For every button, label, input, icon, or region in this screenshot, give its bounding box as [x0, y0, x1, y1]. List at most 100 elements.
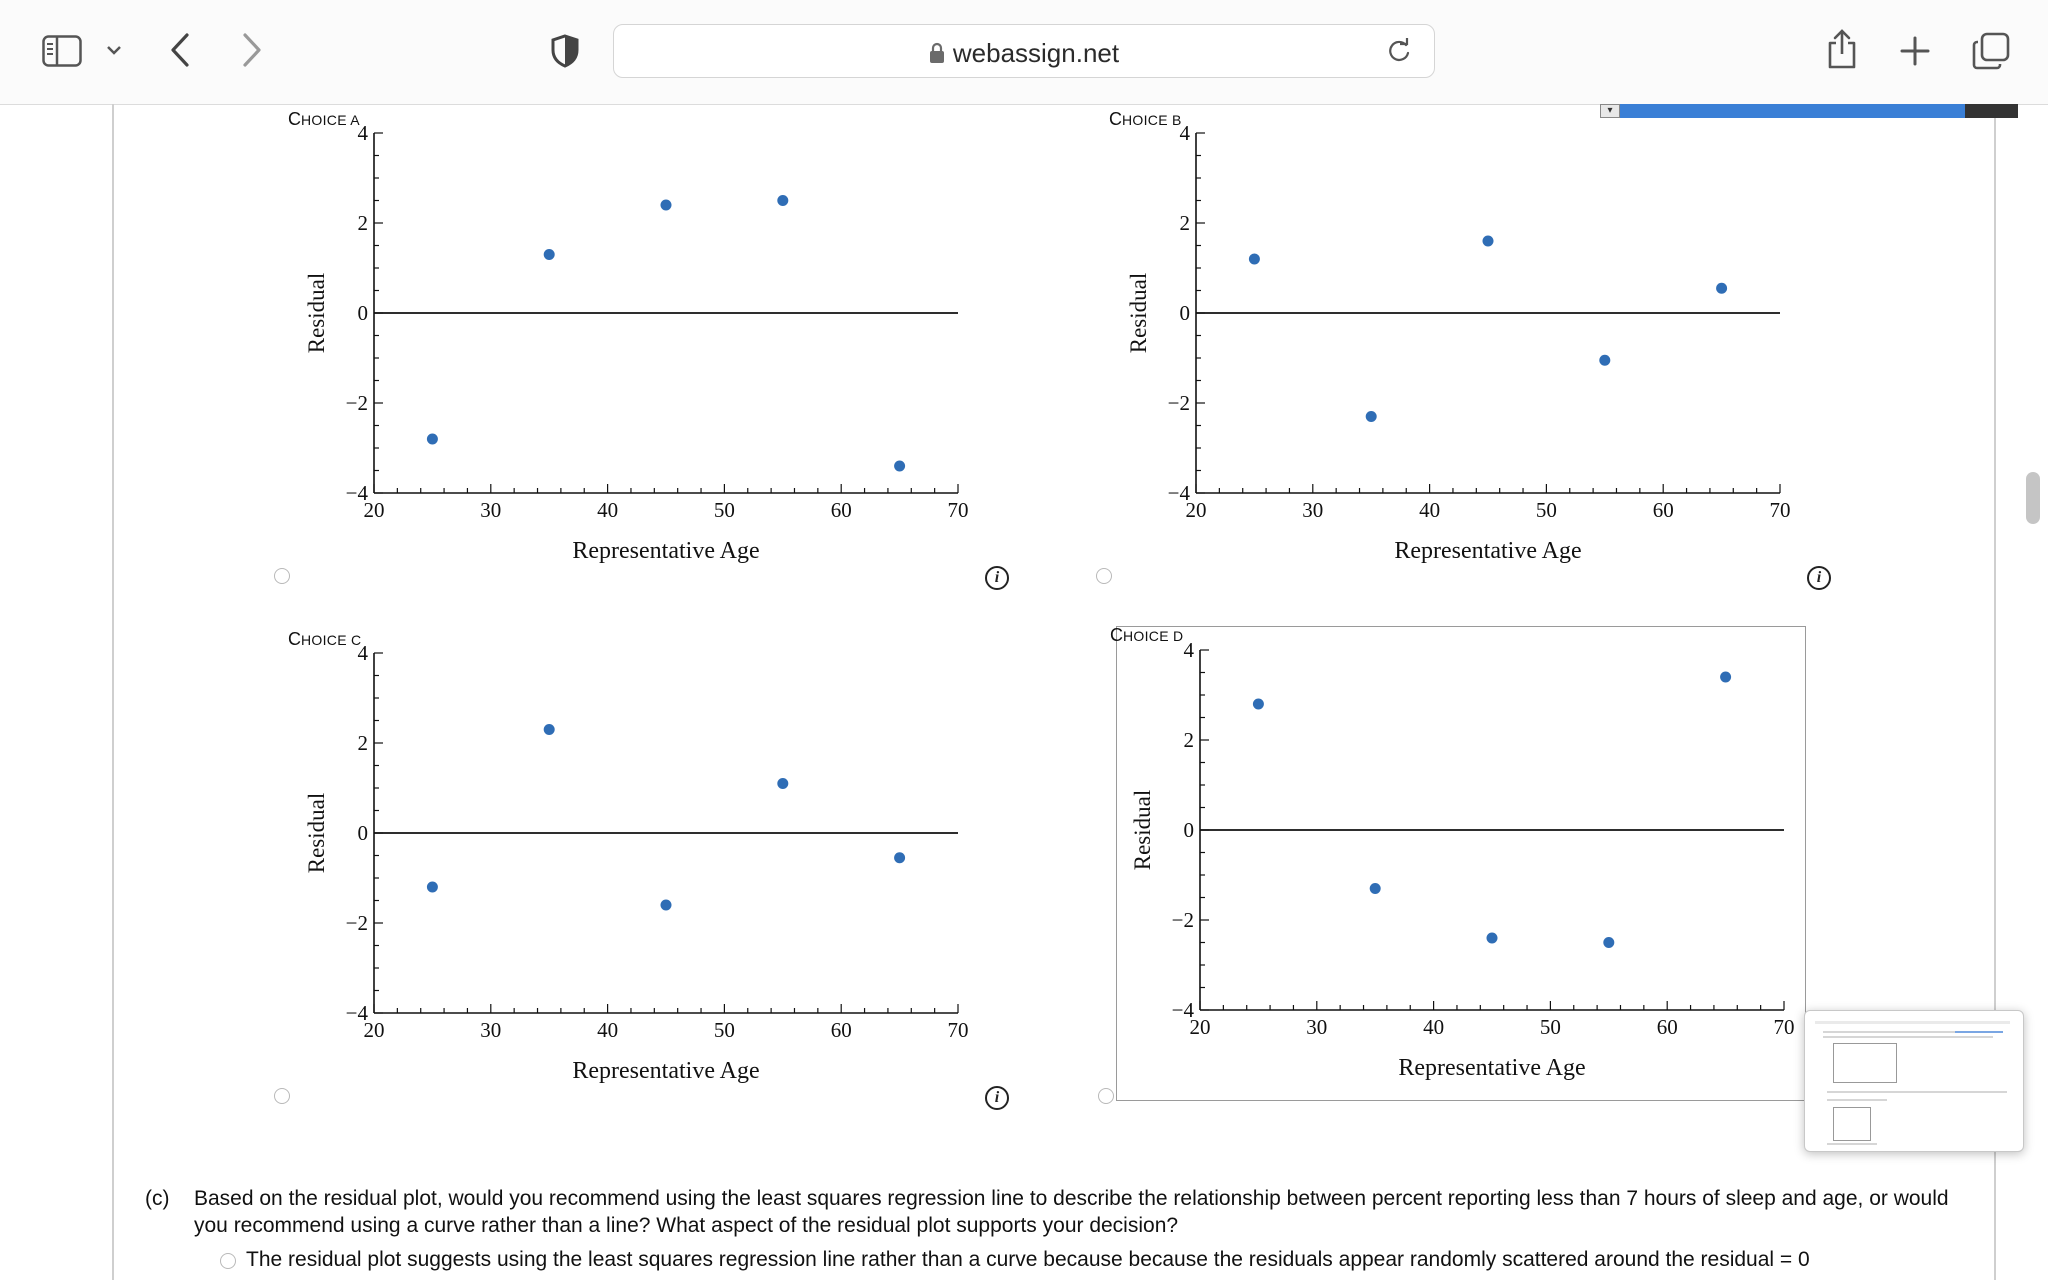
choice-d-selected-box [1116, 626, 1806, 1101]
x-tick-label: 70 [948, 498, 969, 522]
dropdown-toggle[interactable]: ▾ [1600, 104, 1620, 118]
chevron-down-icon[interactable] [106, 44, 122, 56]
data-point [894, 460, 906, 472]
data-point [426, 881, 438, 893]
y-tick-label: 4 [1184, 638, 1195, 662]
x-axis-title: Representative Age [572, 538, 759, 564]
top-progress-bar [1600, 104, 2018, 118]
data-point [1486, 932, 1498, 944]
tabs-overview-icon[interactable] [1972, 32, 2010, 70]
choice-d-radio[interactable] [1098, 1088, 1114, 1104]
choice-c-label: CHOICE C [288, 629, 362, 649]
y-tick-label: −2 [1168, 391, 1190, 415]
x-tick-label: 40 [597, 498, 618, 522]
question-c-label: (c) [145, 1187, 170, 1210]
x-tick-label: 30 [1306, 1015, 1327, 1039]
x-tick-label: 70 [1770, 498, 1791, 522]
x-tick-label: 20 [364, 1018, 385, 1042]
data-point [543, 249, 555, 260]
data-point [777, 195, 789, 206]
x-tick-label: 60 [1653, 498, 1674, 522]
address-text: webassign.net [614, 38, 1434, 69]
y-tick-label: 0 [358, 301, 369, 325]
y-tick-label: 2 [1184, 728, 1195, 752]
data-point [894, 852, 906, 864]
data-point [1369, 883, 1381, 894]
data-point [1252, 698, 1264, 710]
data-point [1248, 253, 1260, 265]
x-tick-label: 30 [480, 1018, 501, 1042]
reload-icon[interactable] [1386, 38, 1412, 64]
y-axis-title: Residual [1126, 273, 1151, 354]
y-tick-label: −4 [346, 481, 369, 505]
x-tick-label: 60 [1657, 1015, 1678, 1039]
data-point [660, 899, 672, 911]
y-tick-label: 4 [1180, 121, 1191, 145]
x-tick-label: 50 [714, 1018, 735, 1042]
x-tick-label: 20 [1186, 498, 1207, 522]
y-tick-label: 2 [358, 211, 369, 235]
top-bar-end [1965, 104, 2018, 118]
y-tick-label: −2 [346, 391, 368, 415]
y-axis-title: Residual [304, 793, 329, 874]
question-c-text: Based on the residual plot, would you re… [194, 1187, 1949, 1237]
choice-a-info-icon[interactable]: i [985, 566, 1009, 590]
shield-icon[interactable] [550, 34, 580, 68]
data-point [1482, 235, 1494, 247]
answer-option-1-radio[interactable] [220, 1253, 236, 1269]
y-tick-label: 4 [358, 121, 369, 145]
x-axis-title: Representative Age [1394, 538, 1581, 564]
x-tick-label: 50 [1540, 1015, 1561, 1039]
choice-a-label: CHOICE A [288, 109, 360, 129]
choice-b-radio[interactable] [1096, 568, 1112, 584]
y-tick-label: 0 [358, 821, 369, 845]
x-axis-title: Representative Age [1398, 1055, 1585, 1081]
browser-toolbar: webassign.net [0, 0, 2048, 105]
x-tick-label: 60 [831, 1018, 852, 1042]
y-tick-label: 4 [358, 641, 369, 665]
choice-c-radio[interactable] [274, 1088, 290, 1104]
x-tick-label: 70 [948, 1018, 969, 1042]
choice-a-radio[interactable] [274, 568, 290, 584]
x-tick-label: 20 [1190, 1015, 1211, 1039]
y-tick-label: −4 [346, 1001, 369, 1025]
back-icon[interactable] [168, 32, 192, 68]
x-tick-label: 70 [1774, 1015, 1795, 1039]
new-tab-icon[interactable] [1900, 36, 1930, 66]
y-tick-label: −2 [346, 911, 368, 935]
address-bar[interactable]: webassign.net [613, 24, 1435, 78]
x-tick-label: 20 [364, 498, 385, 522]
vertical-scrollbar[interactable] [2026, 472, 2040, 524]
forward-icon[interactable] [240, 32, 264, 68]
page-thumbnail-preview[interactable] [1804, 1010, 2024, 1152]
y-axis-title: Residual [304, 273, 329, 354]
url-text: webassign.net [952, 38, 1120, 68]
answer-option-1-text: The residual plot suggests using the lea… [246, 1248, 1810, 1271]
y-tick-label: 2 [1180, 211, 1191, 235]
data-point [1599, 354, 1611, 366]
choice-b-label: CHOICE B [1109, 109, 1182, 129]
sidebar-icon[interactable] [42, 35, 82, 67]
x-tick-label: 40 [597, 1018, 618, 1042]
data-point [426, 433, 438, 445]
y-tick-label: −4 [1172, 998, 1195, 1022]
data-point [1720, 671, 1732, 683]
x-tick-label: 30 [1302, 498, 1323, 522]
data-point [1716, 282, 1728, 294]
data-point [543, 724, 555, 735]
choice-b-info-icon[interactable]: i [1807, 566, 1831, 590]
y-tick-label: 2 [358, 731, 369, 755]
share-icon[interactable] [1826, 28, 1858, 70]
x-tick-label: 50 [1536, 498, 1557, 522]
lock-icon [929, 42, 944, 63]
x-axis-title: Representative Age [572, 1058, 759, 1084]
x-tick-label: 40 [1423, 1015, 1444, 1039]
y-tick-label: 0 [1184, 818, 1195, 842]
y-axis-title: Residual [1130, 790, 1155, 871]
data-point [1603, 937, 1615, 948]
choice-c-info-icon[interactable]: i [985, 1086, 1009, 1110]
